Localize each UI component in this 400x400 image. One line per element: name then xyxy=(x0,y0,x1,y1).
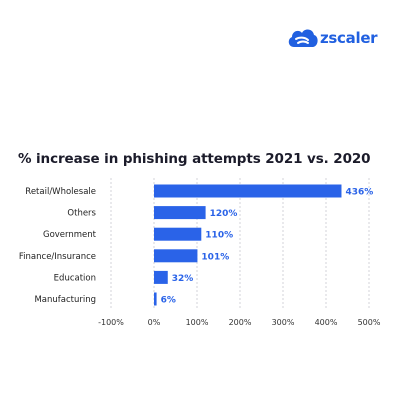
bar xyxy=(154,206,206,220)
x-tick-label: 300% xyxy=(272,318,295,327)
zscaler-logo: zscaler xyxy=(286,24,378,52)
value-label: 6% xyxy=(161,296,176,306)
x-tick-label: 0% xyxy=(148,318,161,327)
category-label: Education xyxy=(54,273,96,283)
value-label: 32% xyxy=(172,274,194,284)
x-tick-label: -100% xyxy=(98,318,124,327)
x-tick-label: 500% xyxy=(358,318,381,327)
value-label: 436% xyxy=(345,188,373,198)
bar xyxy=(154,292,157,306)
category-label: Manufacturing xyxy=(34,295,96,305)
value-label: 101% xyxy=(201,252,229,262)
brand-name: zscaler xyxy=(320,29,378,47)
x-tick-label: 100% xyxy=(186,318,209,327)
x-tick-label: 200% xyxy=(229,318,252,327)
bar xyxy=(154,227,202,241)
category-label: Others xyxy=(67,209,96,219)
bar xyxy=(154,184,342,198)
category-label: Government xyxy=(43,230,97,240)
chart-title: % increase in phishing attempts 2021 vs.… xyxy=(18,151,371,167)
category-label: Retail/Wholesale xyxy=(25,187,96,197)
bar xyxy=(154,270,168,284)
value-label: 110% xyxy=(205,231,233,241)
value-label: 120% xyxy=(210,209,238,219)
cloud-logo-icon xyxy=(288,29,318,47)
bar xyxy=(154,249,198,263)
x-tick-label: 400% xyxy=(315,318,338,327)
category-label: Finance/Insurance xyxy=(19,252,96,262)
